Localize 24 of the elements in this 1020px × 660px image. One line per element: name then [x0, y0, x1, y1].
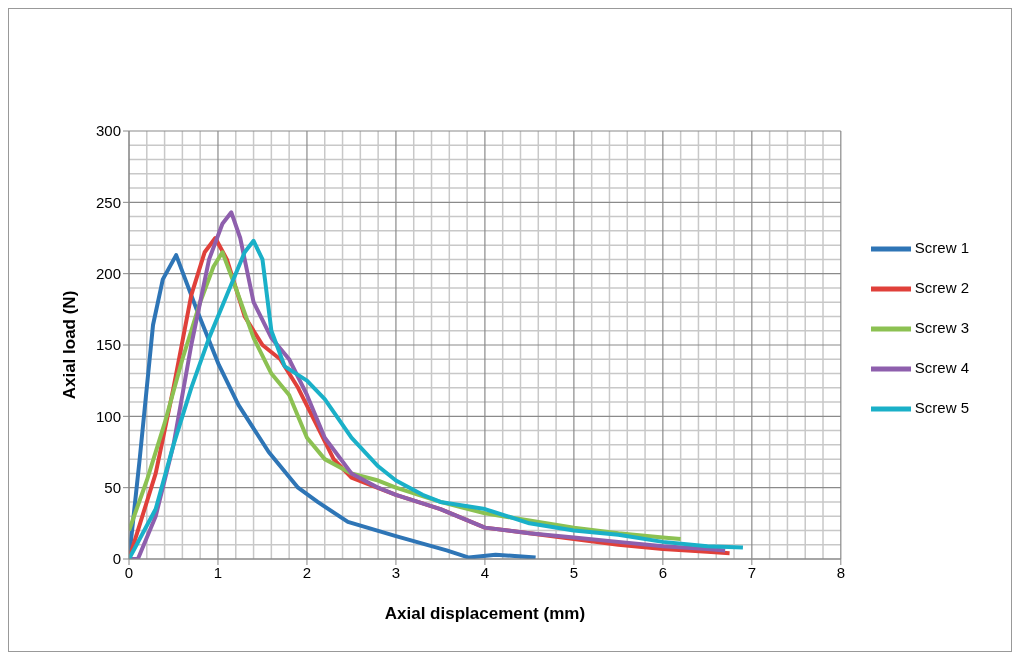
y-tick-label: 50 — [104, 478, 121, 496]
y-tick-label: 100 — [95, 407, 121, 425]
y-tick-label: 200 — [95, 264, 121, 282]
x-tick-label: 8 — [836, 563, 845, 581]
legend-label: Screw 2 — [914, 278, 969, 296]
x-tick-label: 5 — [569, 563, 579, 581]
x-tick-label: 7 — [747, 563, 757, 581]
x-axis-title: Axial displacement (mm) — [384, 604, 586, 623]
y-tick-label: 0 — [112, 550, 121, 568]
legend-label: Screw 5 — [914, 398, 969, 416]
x-tick-label: 3 — [391, 563, 401, 581]
legend-label: Screw 1 — [914, 238, 969, 256]
x-tick-label: 2 — [302, 563, 312, 581]
y-tick-label: 300 — [95, 122, 121, 140]
legend-label: Screw 4 — [914, 358, 969, 376]
x-tick-label: 4 — [480, 563, 490, 581]
x-tick-label: 1 — [213, 563, 223, 581]
legend-label: Screw 3 — [914, 318, 969, 336]
y-axis-title: Axial load (N) — [60, 290, 80, 400]
y-tick-label: 150 — [95, 336, 121, 354]
x-tick-label: 6 — [658, 563, 668, 581]
line-series — [129, 253, 538, 559]
x-tick-label: 0 — [124, 563, 134, 581]
y-tick-label: 250 — [95, 193, 121, 211]
